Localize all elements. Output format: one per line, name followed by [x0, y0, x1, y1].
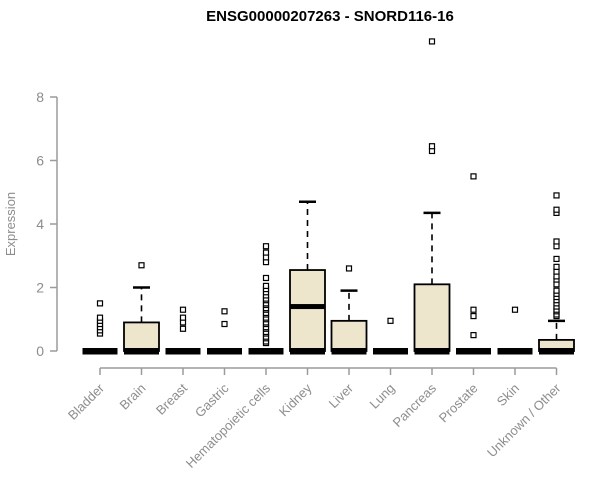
zero-median-bar	[539, 348, 574, 355]
x-tick-label: Bladder	[65, 380, 108, 423]
outlier-point	[221, 308, 228, 315]
zero-median-bar	[414, 348, 450, 355]
x-tick-label: Pancreas	[390, 380, 440, 430]
zero-median-bar	[331, 348, 367, 355]
outlier-point	[553, 192, 560, 199]
zero-median-bar	[290, 348, 325, 355]
box	[330, 319, 368, 352]
x-tick-label: Skin	[494, 381, 522, 409]
boxplot-bladder	[82, 300, 118, 355]
x-tick-label: Brain	[117, 381, 149, 413]
zero-median-bar	[497, 348, 533, 355]
boxplot-kidney	[289, 200, 326, 355]
x-tick-label: Kidney	[276, 380, 315, 419]
outlier-point	[428, 143, 436, 150]
outlier-point	[428, 38, 436, 45]
median-line	[290, 304, 325, 310]
outlier-point	[470, 173, 477, 180]
y-tick-label: 0	[36, 343, 44, 359]
outlier-point	[179, 306, 187, 313]
outlier-point	[470, 332, 477, 339]
boxplot-skin	[497, 306, 533, 355]
outlier-point	[553, 263, 560, 270]
outlier-point	[138, 262, 145, 269]
boxplot-pancreas	[413, 38, 451, 355]
outlier-point	[262, 243, 270, 250]
zero-median-bar	[456, 348, 491, 355]
outlier-point	[96, 300, 104, 307]
chart-title: ENSG00000207263 - SNORD116-16	[206, 8, 454, 25]
zero-median-bar	[124, 348, 159, 355]
boxplot-breast	[165, 306, 201, 355]
outlier-point	[553, 238, 560, 245]
boxplot-lung	[373, 317, 408, 355]
x-tick-label: Lung	[367, 381, 398, 412]
y-tick-label: 4	[36, 216, 44, 232]
boxplot-unknown-other	[538, 192, 575, 355]
outlier-point	[345, 265, 353, 272]
boxplot-prostate	[456, 173, 491, 355]
boxplot-hematopoietic-cells	[248, 243, 284, 355]
outlier-point	[179, 314, 187, 321]
zero-median-bar	[165, 348, 201, 355]
boxplot-gastric	[207, 308, 242, 355]
outlier-point	[179, 325, 187, 332]
outlier-point	[553, 255, 560, 263]
outlier-point	[470, 306, 477, 313]
x-tick-label: Liver	[326, 380, 357, 411]
outlier-point	[470, 312, 477, 320]
outlier-point	[553, 287, 560, 294]
x-tick-label: Unknown / Other	[484, 380, 564, 460]
outlier-point	[262, 282, 270, 290]
outlier-point	[387, 317, 394, 324]
y-tick-label: 2	[36, 280, 44, 296]
zero-median-bar	[207, 348, 242, 355]
x-tick-label: Breast	[153, 380, 190, 417]
box	[289, 269, 326, 352]
outlier-point	[96, 314, 104, 321]
y-tick-label: 8	[36, 89, 44, 105]
outlier-point	[553, 206, 560, 213]
zero-median-bar	[248, 348, 284, 355]
outlier-point	[511, 306, 519, 313]
zero-median-bar	[82, 348, 118, 355]
x-tick-label: Gastric	[192, 380, 232, 420]
box	[123, 321, 160, 352]
boxplot-brain	[123, 262, 160, 355]
outlier-point	[221, 320, 228, 328]
boxplot-liver	[330, 265, 368, 355]
x-tick-label: Prostate	[436, 381, 481, 426]
zero-median-bar	[373, 348, 408, 355]
box	[413, 283, 451, 352]
y-axis-label: Expression	[3, 192, 18, 256]
outlier-point	[262, 274, 270, 282]
y-tick-label: 6	[36, 153, 44, 169]
outlier-point	[262, 249, 270, 256]
